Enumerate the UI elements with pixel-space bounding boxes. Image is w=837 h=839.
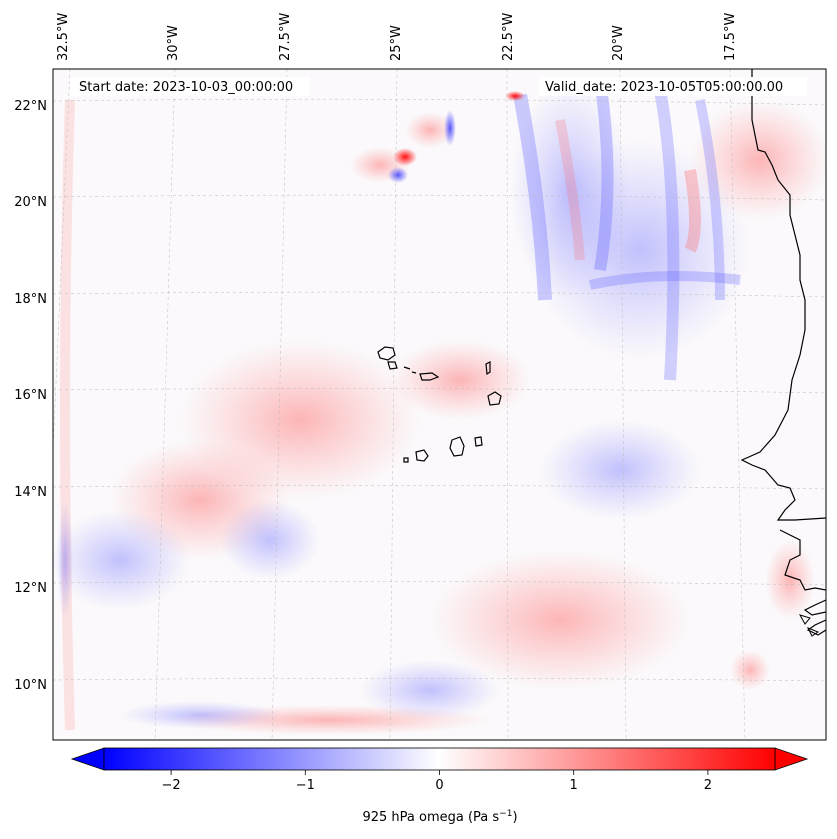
- lon-label-20w: 20°W: [611, 25, 626, 61]
- island-cluster-icon: [798, 614, 820, 637]
- colorbar-tick-label: 0: [435, 778, 443, 793]
- colorbar-ticks: −2 −1 0 1 2: [162, 770, 712, 793]
- valid-date-box: [539, 77, 807, 96]
- cape-verde-islands: [377, 346, 502, 463]
- map-frame: [52, 68, 827, 741]
- lon-label-27-5w: 27.5°W: [278, 13, 293, 61]
- graticule: [53, 69, 826, 740]
- lat-label-12n: 12°N: [14, 581, 47, 596]
- colorbar-min-arrow: [70, 747, 105, 771]
- lat-label-18n: 18°N: [14, 292, 47, 307]
- colorbar-tick-label: −1: [296, 778, 315, 793]
- colorbar-ramp: [103, 747, 776, 771]
- start-date-label: Start date: 2023-10-03_00:00:00: [79, 80, 293, 95]
- lat-label-20n: 20°N: [14, 195, 47, 210]
- lat-label-14n: 14°N: [14, 485, 47, 500]
- lon-label-25w: 25°W: [389, 25, 404, 61]
- lon-label-30w: 30°W: [166, 25, 181, 61]
- lon-label-22-5w: 22.5°W: [501, 13, 516, 61]
- colorbar-tick-label: −2: [162, 778, 181, 793]
- coastline-south: [779, 529, 826, 636]
- coastline-icon: [740, 69, 826, 521]
- colorbar: −2 −1 0 1 2 925 hPa omega (Pa s−1): [70, 747, 809, 825]
- valid-date-label: Valid_date: 2023-10-05T05:00:00.00: [545, 80, 783, 95]
- map-panel: Start date: 2023-10-03_00:00:00 Valid_da…: [52, 68, 827, 741]
- colorbar-tick-label: 1: [570, 778, 578, 793]
- lat-label-22n: 22°N: [14, 99, 47, 114]
- lon-labels: 32.5°W 30°W 27.5°W 25°W 22.5°W 20°W 17.5…: [56, 13, 738, 61]
- lon-label-17-5w: 17.5°W: [723, 13, 738, 61]
- lon-label-32-5w: 32.5°W: [56, 13, 71, 61]
- lat-labels: 22°N 20°N 18°N 16°N 14°N 12°N 10°N: [14, 99, 47, 693]
- lat-label-10n: 10°N: [14, 678, 47, 693]
- colorbar-label: 925 hPa omega (Pa s−1): [362, 809, 517, 825]
- colorbar-tick-label: 2: [704, 778, 712, 793]
- lat-label-16n: 16°N: [14, 388, 47, 403]
- start-date-box: [70, 77, 310, 96]
- omega-field: [53, 79, 826, 735]
- colorbar-max-arrow: [774, 747, 809, 771]
